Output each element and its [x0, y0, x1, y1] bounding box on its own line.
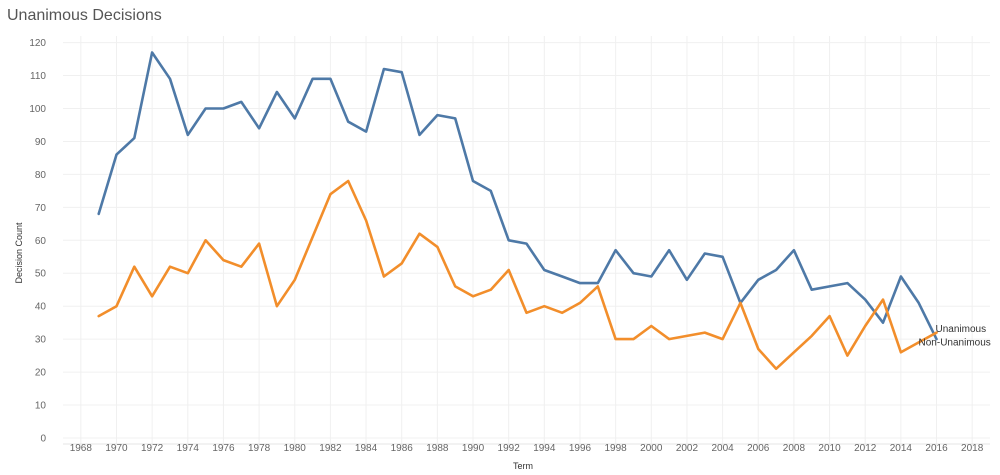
x-tick-label: 1972 [141, 443, 164, 454]
x-axis-title: Term [513, 461, 533, 471]
y-tick-label: 110 [30, 71, 46, 82]
series-labels: Unanimous Non-Unanimous [919, 324, 991, 348]
x-tick-label: 2016 [925, 443, 948, 454]
x-tick-label: 2000 [640, 443, 663, 454]
y-tick-label: 100 [29, 104, 46, 115]
series-end-label-non-unanimous: Non-Unanimous [919, 338, 991, 349]
gridlines [63, 36, 990, 448]
x-tick-label: 2006 [747, 443, 770, 454]
x-tick-label: 1974 [177, 443, 200, 454]
y-axis-title: Decision Count [14, 222, 24, 284]
y-tick-label: 120 [29, 38, 46, 49]
x-tick-label: 1984 [355, 443, 378, 454]
x-tick-label: 1982 [319, 443, 342, 454]
y-tick-label: 10 [35, 401, 47, 412]
x-tick-label: 1996 [569, 443, 592, 454]
x-tick-label: 1998 [605, 443, 628, 454]
x-tick-label: 2002 [676, 443, 699, 454]
x-tick-label: 2014 [890, 443, 913, 454]
y-tick-label: 80 [35, 170, 47, 181]
x-tick-label: 2004 [711, 443, 734, 454]
y-tick-label: 90 [35, 137, 47, 148]
x-tick-label: 2008 [783, 443, 806, 454]
series-line-non-unanimous [97, 179, 938, 371]
x-tick-label: 1980 [284, 443, 307, 454]
x-tick-label: 1990 [462, 443, 485, 454]
y-tick-label: 20 [35, 368, 47, 379]
x-tick-label: 1968 [70, 443, 93, 454]
y-axis-ticks: 0 10 20 30 40 50 60 70 80 90 100 110 120 [29, 38, 46, 444]
x-tick-label: 1978 [248, 443, 271, 454]
x-tick-label: 2012 [854, 443, 877, 454]
x-tick-label: 1992 [498, 443, 521, 454]
x-tick-label: 1988 [426, 443, 449, 454]
y-tick-label: 0 [40, 434, 46, 445]
x-tick-label: 1970 [105, 443, 128, 454]
y-tick-label: 30 [35, 335, 47, 346]
y-tick-label: 40 [35, 302, 47, 313]
x-tick-label: 1986 [391, 443, 414, 454]
series-line-unanimous [97, 51, 938, 341]
x-tick-label: 2018 [961, 443, 984, 454]
y-tick-label: 60 [35, 236, 47, 247]
x-axis-ticks: 1968 1970 1972 1974 1976 1978 1980 1982 1984 1986… [70, 443, 984, 454]
y-tick-label: 70 [35, 203, 47, 214]
chart-title: Unanimous Decisions [7, 7, 162, 24]
y-tick-label: 50 [35, 269, 47, 280]
x-tick-label: 1994 [533, 443, 556, 454]
series-lines [97, 51, 938, 371]
x-tick-label: 2010 [818, 443, 841, 454]
series-end-label-unanimous: Unanimous [936, 324, 987, 335]
x-tick-label: 1976 [212, 443, 235, 454]
